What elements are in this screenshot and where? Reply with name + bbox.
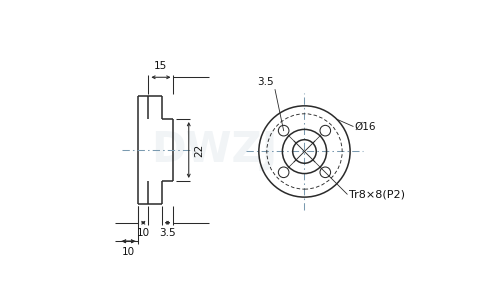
Text: 3.5: 3.5	[159, 228, 176, 238]
Text: Ø16: Ø16	[354, 122, 376, 131]
Text: 10: 10	[122, 247, 136, 256]
Text: DWZJ: DWZJ	[152, 129, 278, 171]
Text: 3.5: 3.5	[257, 77, 274, 87]
Text: 22: 22	[194, 143, 204, 157]
Text: Tr8×8(P2): Tr8×8(P2)	[348, 189, 405, 199]
Text: 10: 10	[136, 228, 150, 238]
Text: 15: 15	[154, 61, 168, 71]
